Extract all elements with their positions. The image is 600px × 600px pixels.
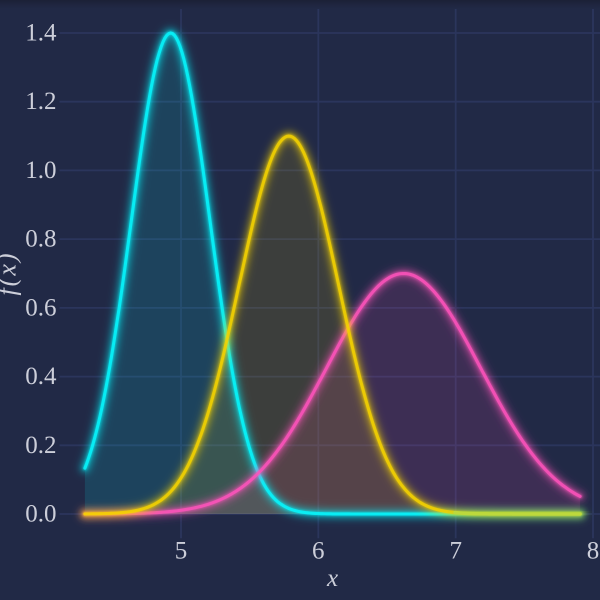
- svg-text:x: x: [326, 565, 338, 592]
- svg-text:f(x): f(x): [0, 251, 22, 295]
- svg-text:0.4: 0.4: [25, 363, 57, 390]
- svg-text:6: 6: [312, 538, 325, 565]
- svg-text:7: 7: [449, 538, 462, 565]
- svg-text:0.2: 0.2: [25, 432, 56, 459]
- svg-text:1.2: 1.2: [25, 88, 56, 115]
- svg-text:1.4: 1.4: [25, 20, 57, 47]
- svg-text:0.8: 0.8: [25, 226, 56, 253]
- svg-text:5: 5: [175, 538, 188, 565]
- svg-text:1.0: 1.0: [25, 157, 56, 184]
- svg-text:8: 8: [587, 538, 600, 565]
- svg-text:0.0: 0.0: [25, 501, 56, 528]
- svg-text:0.6: 0.6: [25, 294, 56, 321]
